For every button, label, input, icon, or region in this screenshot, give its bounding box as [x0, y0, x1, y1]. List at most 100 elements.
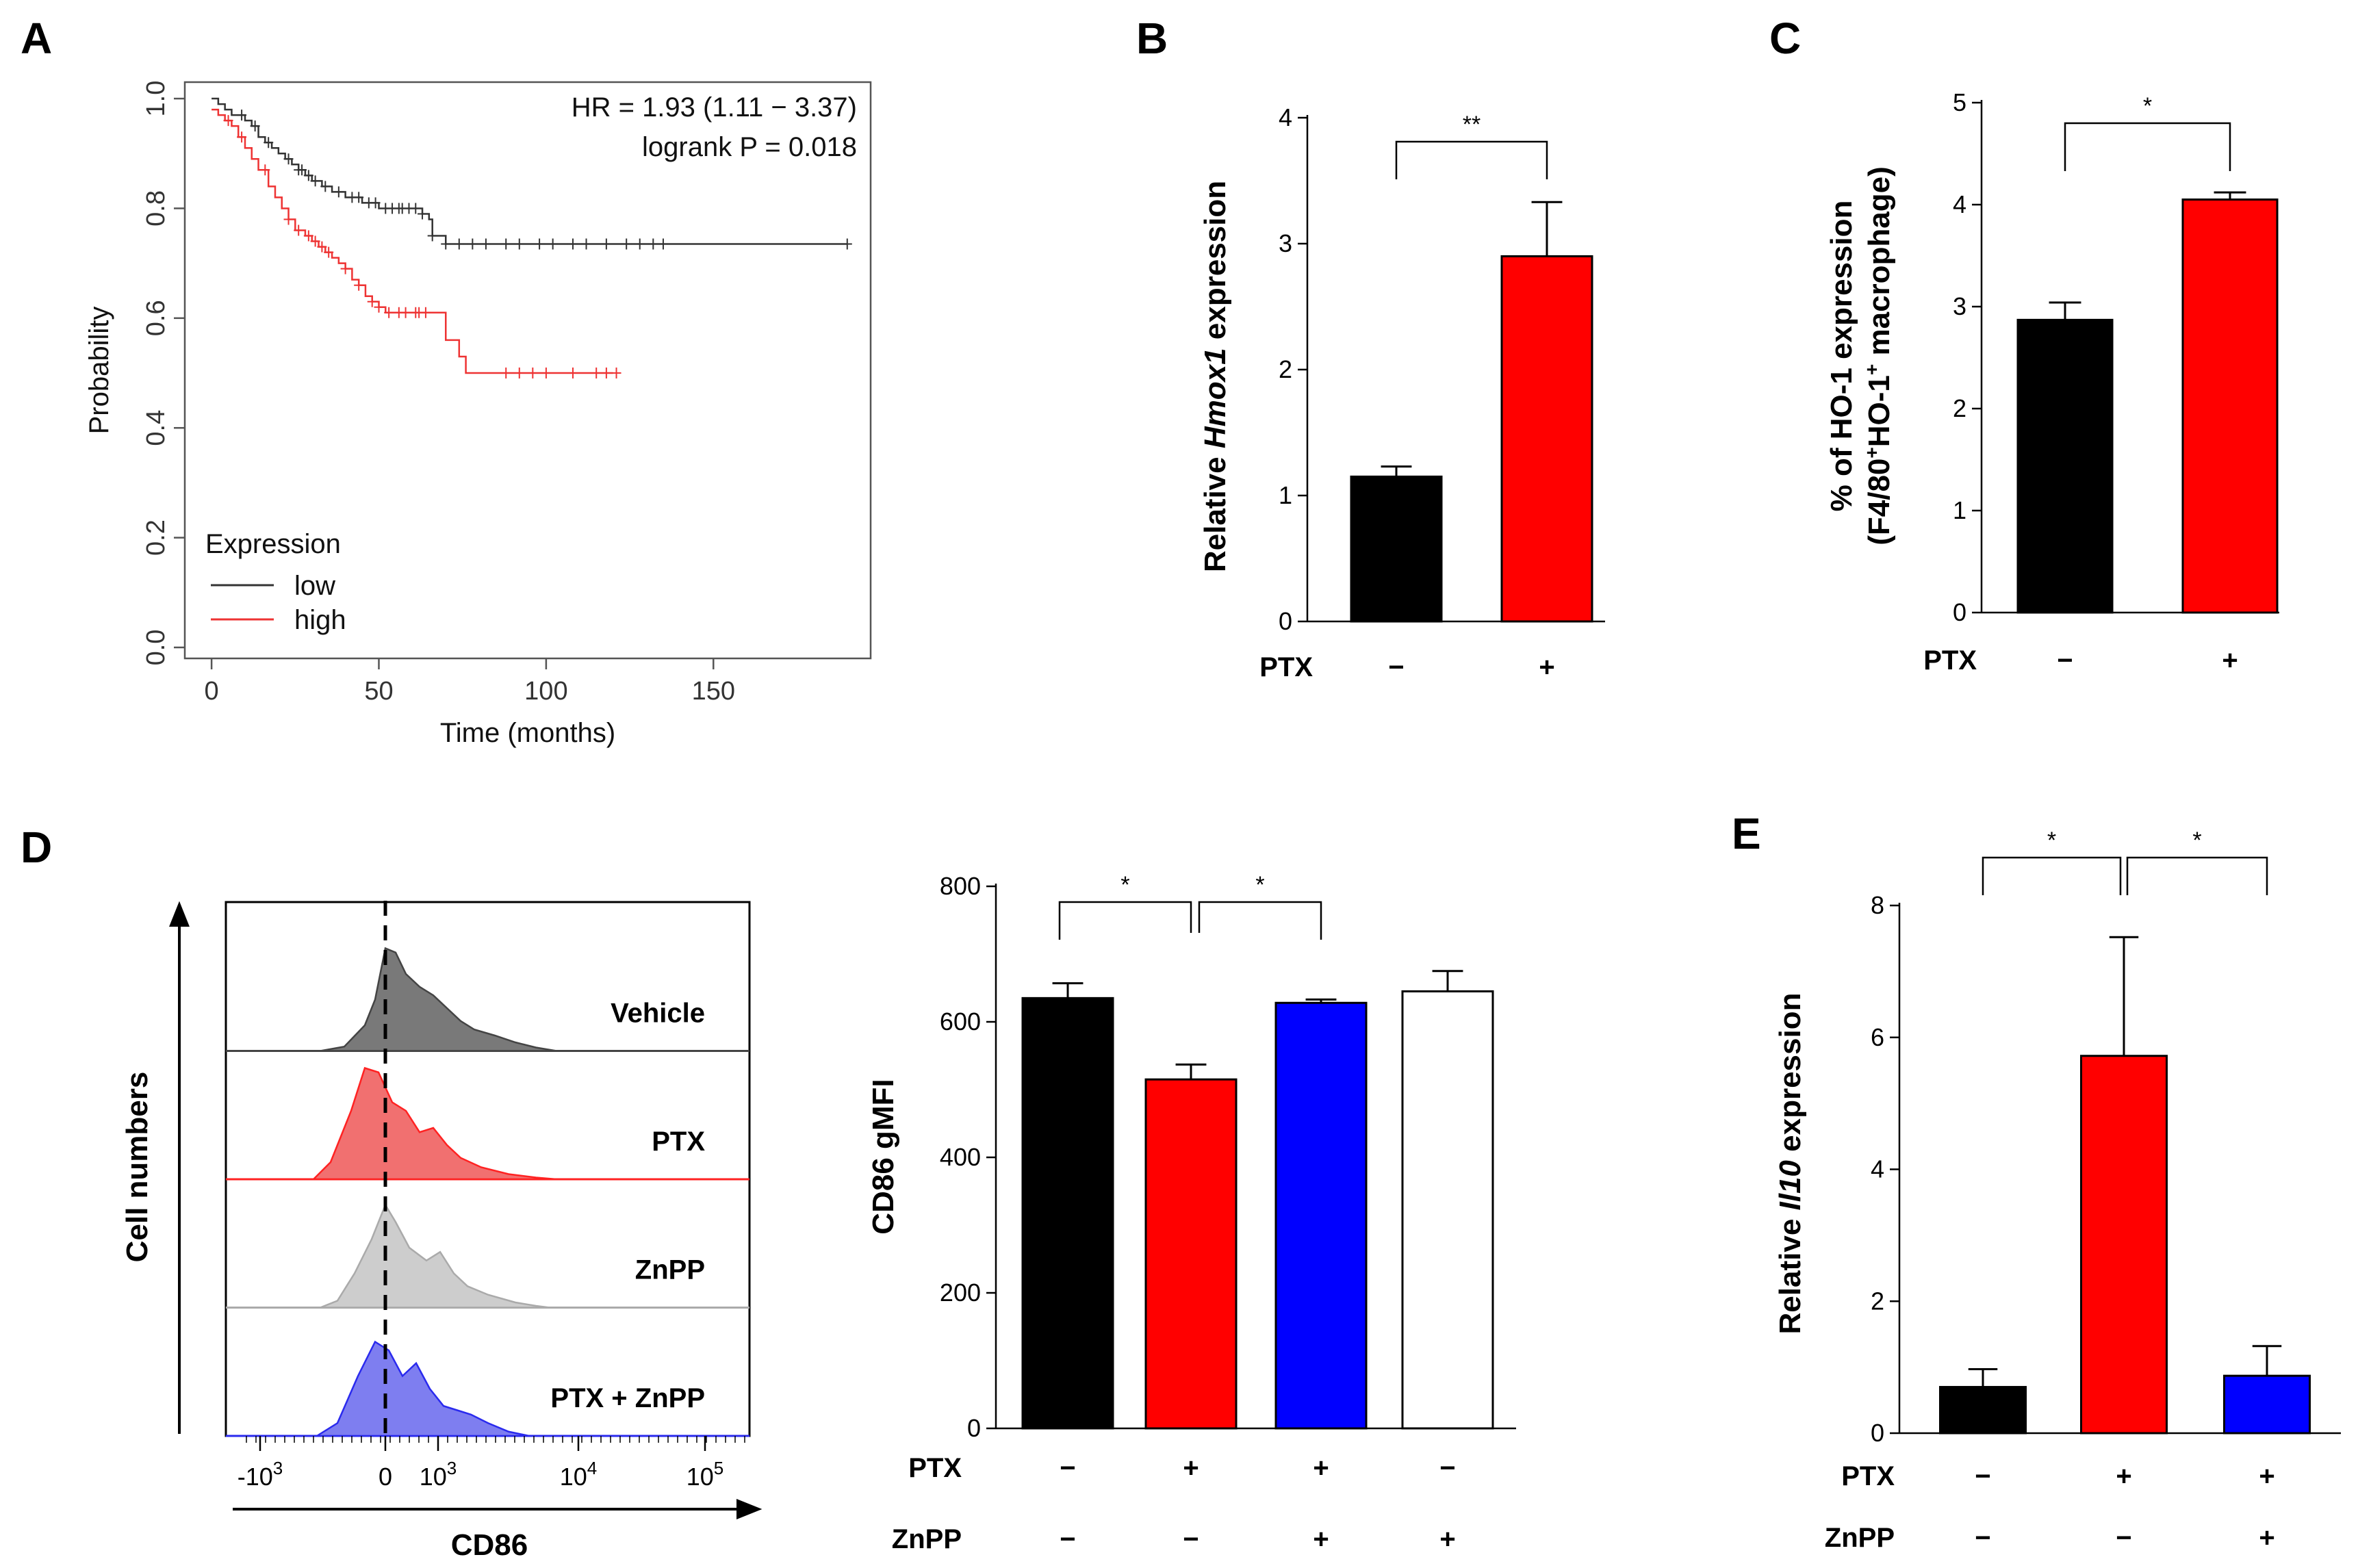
panel-label-d: D [21, 823, 52, 872]
censor-mark-low [283, 153, 294, 165]
x-tick-label: 103 [420, 1458, 457, 1491]
row-label-ZnPP: ZnPP [892, 1524, 962, 1554]
y-axis-arrow [169, 901, 190, 1434]
condition-sign: − [1060, 1453, 1075, 1483]
censor-mark-low [303, 170, 313, 181]
panel-d-bar-chart: 0 200 400 600 800 PTX − + + − ZnPP − − + + * * CD86 gMFI [867, 872, 1516, 1554]
condition-sign: + [1539, 652, 1554, 682]
condition-sign: − [1975, 1523, 1990, 1553]
censor-mark-high [514, 368, 524, 379]
significance-bracket [1058, 901, 1192, 940]
significance-label: * [1255, 872, 1264, 898]
condition-sign: − [1439, 1453, 1455, 1483]
x-tick-label: -103 [238, 1458, 283, 1491]
censor-mark-low [601, 238, 611, 250]
condition-sign: − [1388, 652, 1404, 682]
significance-label: * [1120, 872, 1129, 898]
y-tick-label: 2 [1871, 1287, 1884, 1315]
censor-mark-low [567, 238, 578, 250]
row-label-ZnPP: ZnPP [1825, 1523, 1895, 1553]
censor-mark-low [297, 164, 307, 176]
bar-PTX [2080, 1055, 2168, 1435]
x-tick-label: 50 [364, 677, 393, 706]
censor-mark-high [420, 307, 431, 318]
bar-PTX + ZnPP [1274, 1001, 1368, 1430]
legend-title: Expression [205, 529, 341, 559]
y-axis-title: Relative Il10 expression [1773, 993, 1807, 1335]
censor-mark-high [354, 279, 364, 291]
censor-mark-high [601, 368, 611, 379]
bar-Vehicle [1939, 1386, 2027, 1435]
significance-bracket [2126, 856, 2268, 895]
censor-mark-high [591, 368, 602, 379]
censor-mark-high [294, 224, 304, 236]
censor-mark-high [611, 368, 621, 379]
panel-d-histogram: Vehicle PTX ZnPP PTX + ZnPP -103 0 103 104 105 Ce… [120, 901, 762, 1562]
y-axis-subtitle: (F4/80+HO-1+ macrophage) [1861, 166, 1896, 545]
censor-mark-low [480, 238, 491, 250]
y-tick-label: 4 [1953, 190, 1966, 218]
condition-sign: + [1313, 1453, 1329, 1483]
censor-mark-low [370, 197, 381, 209]
censor-mark-low [842, 238, 852, 250]
panel-label-b: B [1136, 14, 1168, 63]
censor-mark-low [310, 175, 320, 187]
y-tick-label: 1.0 [142, 81, 170, 117]
y-tick-label: 0.4 [142, 410, 170, 446]
y-tick-label: 2 [1279, 355, 1292, 383]
censor-mark-high [237, 131, 247, 143]
row-label-PTX: PTX [1923, 645, 1977, 676]
condition-sign: − [2057, 645, 2073, 676]
histogram-ZnPP [320, 1203, 550, 1309]
censor-mark-high [567, 368, 578, 379]
censor-mark-low [264, 137, 274, 149]
censor-mark-high [541, 368, 551, 379]
condition-sign: − [2116, 1523, 2131, 1553]
condition-sign: + [2259, 1461, 2274, 1491]
significance-label: * [2047, 827, 2056, 853]
censor-mark-high [260, 164, 270, 176]
censor-mark-low [581, 238, 591, 250]
censor-mark-low [411, 203, 421, 214]
censor-mark-high [324, 246, 334, 258]
y-axis-title: Cell numbers [120, 1072, 154, 1263]
histogram-PTX [311, 1066, 557, 1181]
y-tick-label: 0 [1279, 607, 1292, 635]
y-tick-label: 600 [940, 1007, 981, 1036]
censor-mark-low [535, 238, 545, 250]
y-tick-label: 1 [1279, 481, 1292, 509]
significance-bracket [2064, 122, 2231, 171]
censor-mark-low [635, 238, 645, 250]
censor-mark-high [374, 301, 384, 313]
significance-bracket [1395, 140, 1548, 179]
condition-sign: − [1183, 1524, 1199, 1554]
panel-label-e: E [1732, 809, 1761, 858]
legend-label-low: low [294, 571, 335, 601]
condition-sign: + [1313, 1524, 1329, 1554]
legend-label-high: high [294, 605, 346, 635]
y-tick-label: 200 [940, 1278, 981, 1307]
censor-mark-low [501, 238, 511, 250]
y-tick-label: 0.2 [142, 519, 170, 556]
y-axis-title: % of HO-1 expression [1825, 201, 1858, 512]
panel-label-c: C [1769, 14, 1801, 63]
censor-mark-low [454, 238, 464, 250]
significance-label: * [2143, 93, 2152, 119]
y-tick-label: 6 [1871, 1023, 1884, 1051]
y-axis-title: CD86 gMFI [867, 1079, 900, 1234]
censor-mark-high [528, 368, 538, 379]
censor-mark-low [427, 230, 437, 242]
significance-label: ** [1463, 112, 1481, 138]
bar-PTX + ZnPP [2223, 1374, 2311, 1435]
histogram-Vehicle [320, 947, 557, 1052]
censor-mark-high [501, 368, 511, 379]
y-tick-label: 800 [940, 872, 981, 900]
panel-e-bar-chart: 0 2 4 6 8 PTX − + + ZnPP − − + * * Relative Il10 expres… [1773, 827, 2341, 1553]
x-tick-label: 150 [692, 677, 735, 706]
histogram-PTX + ZnPP [313, 1340, 530, 1437]
censor-mark-high [384, 307, 394, 318]
panel-label-a: A [21, 14, 52, 63]
y-axis-title: Probability [84, 307, 114, 435]
condition-sign: + [1439, 1524, 1455, 1554]
